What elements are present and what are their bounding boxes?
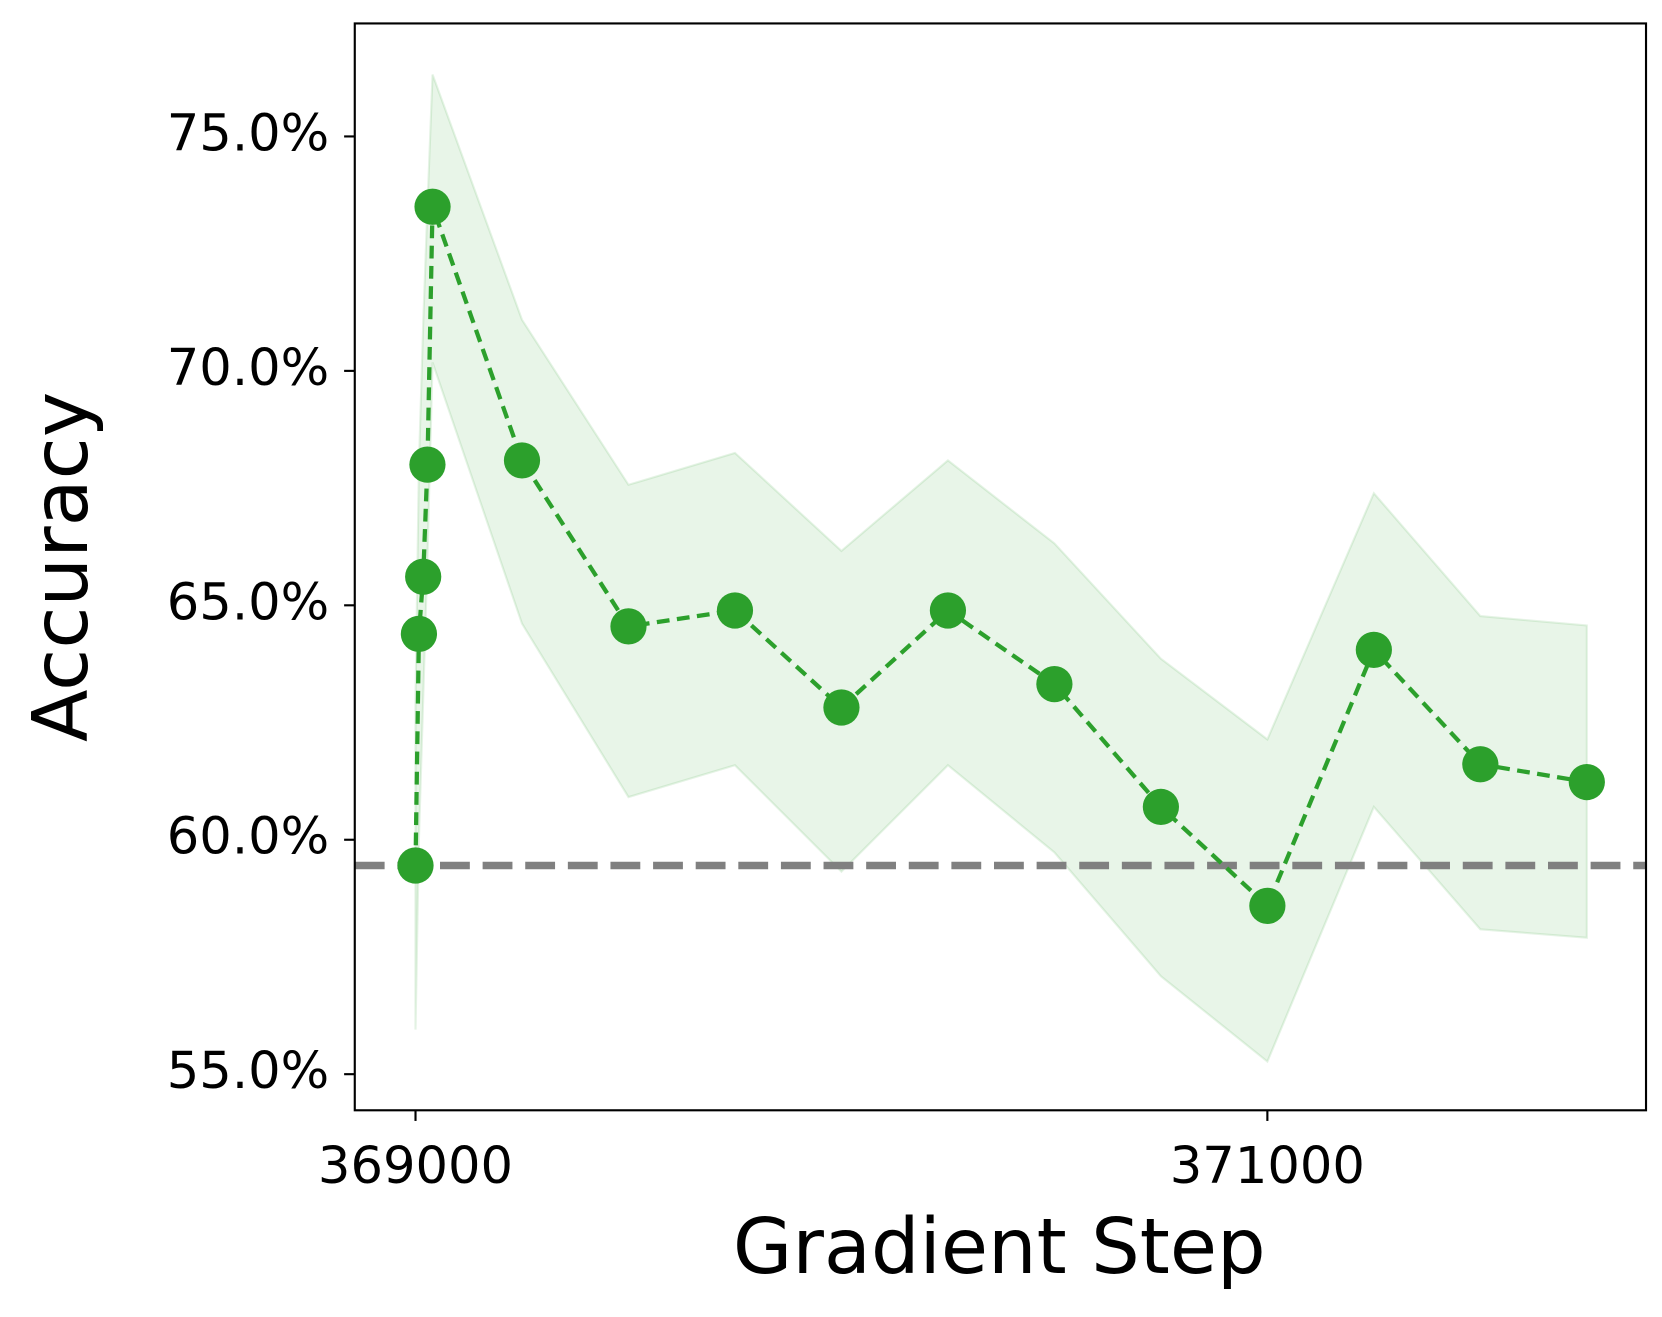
marker xyxy=(405,558,442,595)
x-tick-label: 371000 xyxy=(1170,1137,1365,1196)
y-axis-label: Accuracy xyxy=(17,392,106,742)
marker xyxy=(823,689,860,726)
marker xyxy=(1036,665,1073,703)
marker xyxy=(1142,788,1179,826)
confidence-band xyxy=(414,74,1588,1064)
marker xyxy=(397,847,434,884)
marker xyxy=(1355,631,1392,668)
marker xyxy=(414,188,451,225)
marker xyxy=(1568,763,1605,801)
marker xyxy=(1462,746,1499,783)
y-tick-label: 75.0% xyxy=(167,104,329,163)
x-tick-label: 369000 xyxy=(318,1137,513,1196)
marker xyxy=(610,608,647,645)
line xyxy=(413,206,1588,910)
plot-frame xyxy=(353,22,1648,1112)
marker xyxy=(1249,887,1286,924)
y-tick-label: 65.0% xyxy=(167,573,329,632)
marker xyxy=(409,446,446,483)
y-tick-label: 60.0% xyxy=(167,808,329,867)
x-axis-label: Gradient Step xyxy=(733,1203,1266,1292)
marker xyxy=(929,592,967,629)
marker xyxy=(400,615,438,653)
marker xyxy=(503,442,541,479)
marker xyxy=(716,592,754,629)
y-tick-label: 70.0% xyxy=(167,339,329,398)
y-tick-label: 55.0% xyxy=(167,1042,329,1101)
